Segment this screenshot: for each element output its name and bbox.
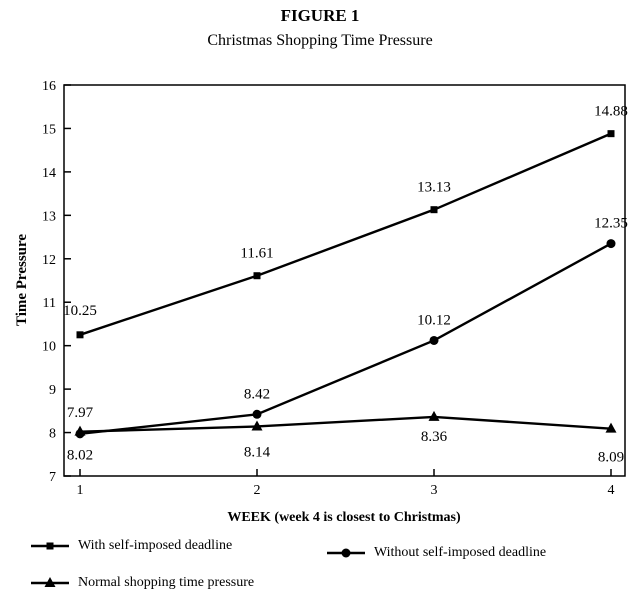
legend-label: With self-imposed deadline — [78, 538, 233, 553]
data-point-circle — [606, 239, 616, 249]
data-point-square — [607, 130, 615, 138]
legend-label: Without self-imposed deadline — [374, 545, 547, 560]
y-tick-label: 9 — [49, 383, 56, 398]
series-line — [79, 415, 612, 433]
data-point-square — [430, 206, 438, 214]
legend-label: Normal shopping time pressure — [78, 575, 255, 590]
data-label: 11.61 — [240, 246, 273, 262]
chart-series — [74, 130, 617, 439]
data-point-triangle — [74, 425, 86, 436]
series-line — [79, 242, 612, 436]
x-tick-label: 1 — [77, 483, 84, 498]
data-label: 7.97 — [67, 405, 94, 421]
y-tick-label: 10 — [42, 340, 56, 355]
data-point-triangle — [605, 422, 617, 433]
data-label: 8.14 — [244, 444, 271, 460]
y-tick-label: 13 — [42, 209, 56, 224]
legend-marker-square — [46, 542, 54, 550]
y-tick-label: 12 — [42, 253, 56, 268]
data-point-triangle — [428, 410, 440, 421]
x-tick-label: 3 — [431, 483, 438, 498]
plot-frame — [63, 84, 626, 477]
data-label: 8.36 — [421, 429, 448, 445]
data-point-square — [253, 272, 261, 280]
data-point-circle — [429, 335, 439, 345]
legend-swatch-circle — [327, 548, 365, 558]
legend-item: Without self-imposed deadline — [326, 545, 546, 561]
series-triangle — [74, 410, 617, 436]
figure-subtitle: Christmas Shopping Time Pressure — [207, 32, 433, 49]
data-label: 10.25 — [63, 303, 97, 319]
legend-item: With self-imposed deadline — [30, 538, 232, 554]
series-square — [76, 130, 615, 339]
data-label: 8.42 — [244, 386, 270, 402]
y-tick-label: 7 — [49, 470, 56, 485]
y-tick-label: 15 — [42, 122, 56, 137]
series-circle — [75, 239, 616, 439]
series-line — [79, 132, 612, 336]
x-tick-label: 4 — [608, 483, 615, 498]
legend-marker-triangle — [44, 577, 56, 587]
y-tick-label: 11 — [43, 296, 56, 311]
y-tick-label: 16 — [42, 79, 56, 94]
data-label: 8.02 — [67, 448, 93, 464]
data-point-circle — [252, 409, 262, 419]
x-tick-label: 2 — [254, 483, 261, 498]
legend-swatch-square — [31, 542, 69, 550]
data-label: 8.09 — [598, 450, 624, 466]
data-point-square — [76, 331, 84, 339]
y-axis-label: Time Pressure — [14, 234, 30, 326]
x-axis-label: WEEK (week 4 is closest to Christmas) — [227, 510, 461, 525]
legend-marker-circle — [341, 548, 351, 558]
legend-swatch-triangle — [31, 577, 69, 587]
data-label: 14.88 — [594, 104, 628, 120]
y-tick-label: 14 — [42, 166, 56, 181]
data-label: 12.35 — [594, 216, 628, 232]
data-label: 10.12 — [417, 312, 451, 328]
data-label: 13.13 — [417, 180, 451, 196]
chart-data-labels: 10.25 11.61 13.13 14.88 7.97 8.42 10.12 12.35 8.… — [63, 104, 628, 466]
figure-title: FIGURE 1 — [280, 6, 360, 25]
y-tick-label: 8 — [49, 427, 56, 442]
legend-item: Normal shopping time pressure — [30, 575, 254, 591]
data-point-triangle — [251, 420, 263, 431]
